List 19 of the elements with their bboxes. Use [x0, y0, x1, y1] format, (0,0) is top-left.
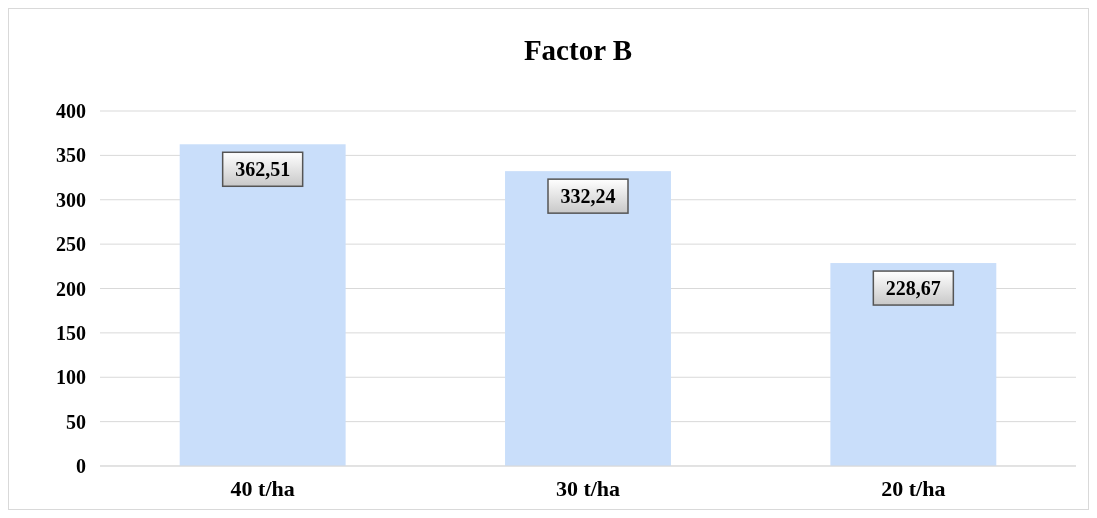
- data-label: 332,24: [560, 185, 616, 208]
- y-tick-label: 400: [56, 100, 86, 122]
- y-tick-label: 100: [56, 366, 86, 389]
- x-tick-label: 30 t/ha: [555, 476, 621, 501]
- y-tick-label: 200: [56, 277, 86, 300]
- x-tick-label: 40 t/ha: [230, 476, 295, 501]
- bar: [179, 144, 346, 466]
- y-tick-label: 50: [66, 410, 86, 433]
- y-tick-label: 350: [56, 144, 86, 167]
- data-label: 228,67: [885, 277, 941, 300]
- bar: [830, 263, 997, 466]
- data-label: 362,51: [235, 158, 291, 181]
- y-tick-label: 300: [56, 188, 86, 211]
- chart-title: Factor B: [523, 34, 633, 66]
- y-tick-label: 250: [56, 233, 86, 256]
- x-tick-label: 20 t/ha: [881, 476, 946, 501]
- y-tick-label: 150: [56, 321, 86, 344]
- y-tick-label: 0: [76, 455, 86, 477]
- bar: [505, 171, 671, 466]
